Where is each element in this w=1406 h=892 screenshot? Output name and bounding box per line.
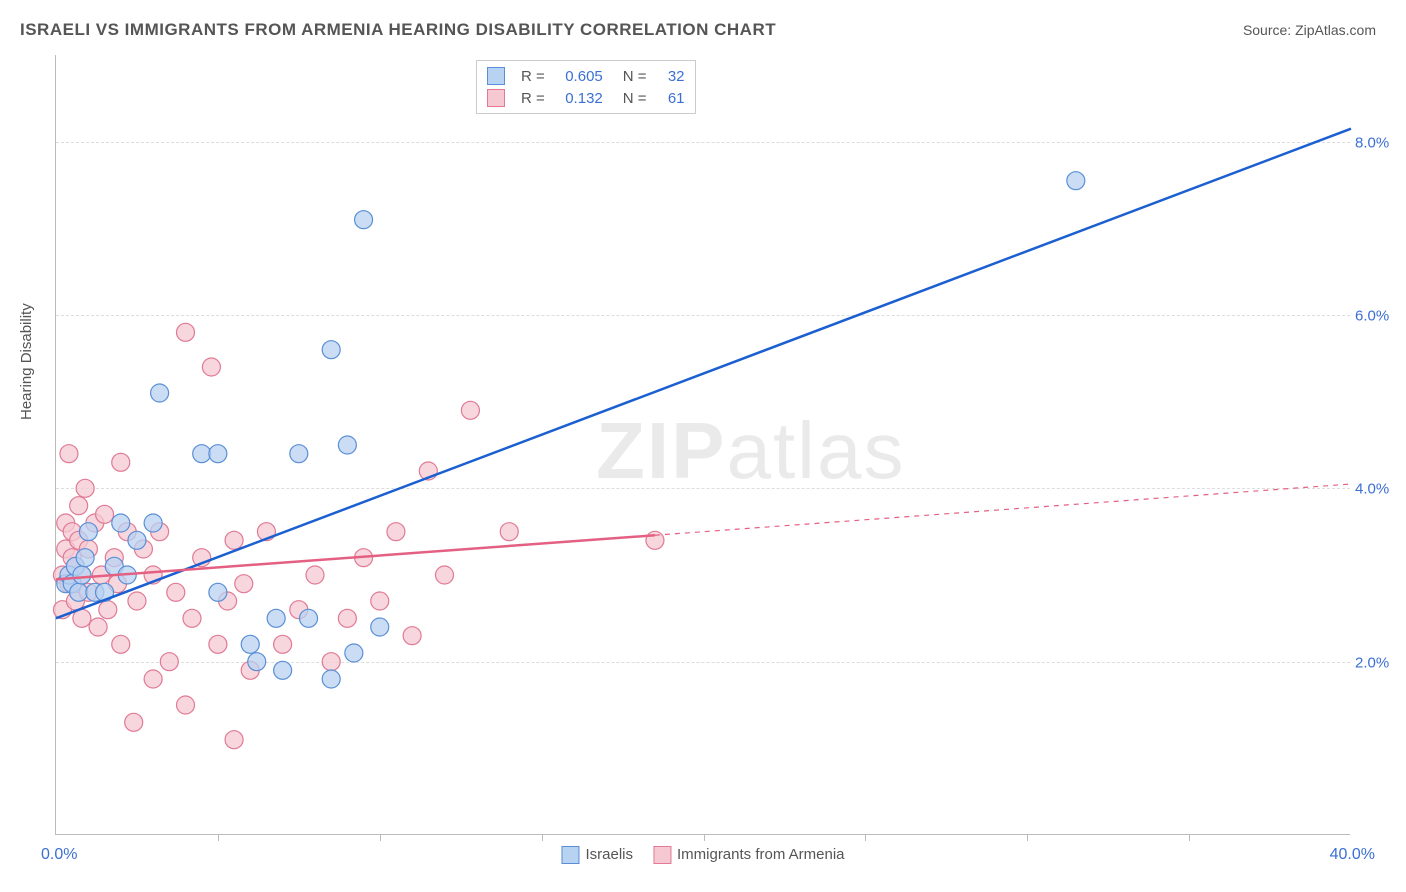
y-axis-label: Hearing Disability (18, 303, 35, 420)
data-point (144, 670, 162, 688)
data-point (128, 531, 146, 549)
x-tick (704, 834, 705, 841)
data-point (209, 635, 227, 653)
data-point (461, 401, 479, 419)
data-point (274, 635, 292, 653)
y-tick-label: 6.0% (1355, 308, 1405, 325)
data-point (79, 523, 97, 541)
data-point (322, 653, 340, 671)
data-point (112, 514, 130, 532)
legend-series-label: Immigrants from Armenia (677, 846, 845, 863)
data-point (89, 618, 107, 636)
x-axis-end-label: 40.0% (1330, 846, 1375, 864)
data-point (290, 445, 308, 463)
data-point (248, 653, 266, 671)
data-point (371, 618, 389, 636)
data-point (70, 583, 88, 601)
data-point (99, 601, 117, 619)
data-point (76, 549, 94, 567)
legend-n-value: 61 (657, 90, 685, 107)
legend-row: R = 0.132 N = 61 (487, 87, 685, 109)
data-point (235, 575, 253, 593)
legend-series-label: Israelis (585, 846, 633, 863)
legend-swatch (487, 89, 505, 107)
data-point (160, 653, 178, 671)
legend-item: Immigrants from Armenia (653, 846, 845, 864)
data-point (403, 627, 421, 645)
legend-swatch (561, 846, 579, 864)
x-tick (542, 834, 543, 841)
data-point (387, 523, 405, 541)
y-tick-label: 8.0% (1355, 134, 1405, 151)
data-point (646, 531, 664, 549)
data-point (112, 635, 130, 653)
data-point (125, 713, 143, 731)
data-point (128, 592, 146, 610)
data-point (355, 211, 373, 229)
legend-swatch (487, 67, 505, 85)
legend-item: Israelis (561, 846, 633, 864)
data-point (322, 341, 340, 359)
trend-line-extrapolated (655, 484, 1351, 535)
legend-r-label: R = (521, 90, 545, 107)
data-point (225, 531, 243, 549)
data-point (322, 670, 340, 688)
data-point (193, 445, 211, 463)
legend-n-label: N = (623, 90, 647, 107)
trend-line (56, 129, 1351, 619)
data-point (209, 583, 227, 601)
data-point (112, 453, 130, 471)
data-point (371, 592, 389, 610)
chart-title: ISRAELI VS IMMIGRANTS FROM ARMENIA HEARI… (20, 20, 776, 40)
y-tick-label: 4.0% (1355, 481, 1405, 498)
data-point (202, 358, 220, 376)
data-point (76, 479, 94, 497)
x-tick (1027, 834, 1028, 841)
y-tick-label: 2.0% (1355, 654, 1405, 671)
data-point (183, 609, 201, 627)
data-point (274, 661, 292, 679)
data-point (177, 696, 195, 714)
data-point (1067, 172, 1085, 190)
data-point (177, 323, 195, 341)
correlation-legend: R = 0.605 N = 32 R = 0.132 N = 61 (476, 60, 696, 114)
legend-r-value: 0.132 (555, 90, 603, 107)
data-point (144, 514, 162, 532)
legend-n-label: N = (623, 68, 647, 85)
scatter-svg (56, 55, 1350, 834)
x-tick (218, 834, 219, 841)
data-point (436, 566, 454, 584)
legend-row: R = 0.605 N = 32 (487, 65, 685, 87)
data-point (338, 436, 356, 454)
chart-plot-area: ZIPatlas 2.0%4.0%6.0%8.0% 0.0% 40.0% R =… (55, 55, 1350, 835)
data-point (209, 445, 227, 463)
x-tick (1189, 834, 1190, 841)
legend-r-value: 0.605 (555, 68, 603, 85)
x-axis-start-label: 0.0% (41, 846, 77, 864)
data-point (500, 523, 518, 541)
data-point (267, 609, 285, 627)
data-point (151, 384, 169, 402)
data-point (167, 583, 185, 601)
data-point (70, 497, 88, 515)
data-point (73, 566, 91, 584)
data-point (338, 609, 356, 627)
data-point (345, 644, 363, 662)
data-point (241, 635, 259, 653)
data-point (96, 505, 114, 523)
data-point (300, 609, 318, 627)
x-tick (865, 834, 866, 841)
data-point (225, 731, 243, 749)
source-attribution: Source: ZipAtlas.com (1243, 22, 1376, 38)
legend-r-label: R = (521, 68, 545, 85)
series-legend: Israelis Immigrants from Armenia (561, 846, 844, 864)
x-tick (380, 834, 381, 841)
legend-swatch (653, 846, 671, 864)
data-point (60, 445, 78, 463)
data-point (306, 566, 324, 584)
legend-n-value: 32 (657, 68, 685, 85)
